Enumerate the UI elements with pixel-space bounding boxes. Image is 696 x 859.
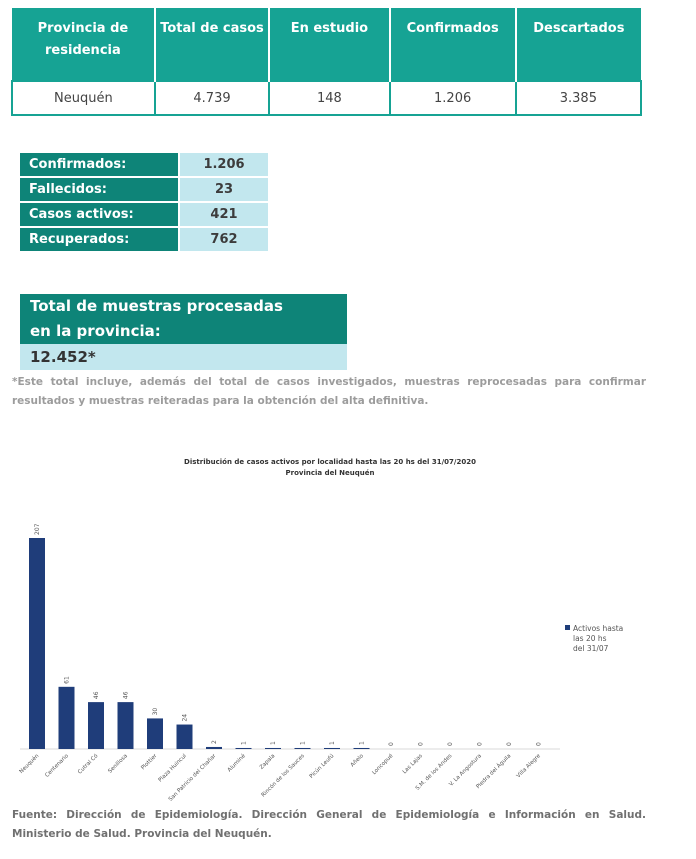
tick-label: Añelo (350, 753, 366, 769)
tick-label: Las Lajas (402, 753, 424, 775)
summary-table: Provincia de residencia Total de casos E… (11, 8, 643, 116)
header-total-casos: Total de casos (154, 8, 271, 81)
cell-total-casos: 4.739 (153, 80, 271, 116)
bar (235, 747, 252, 749)
tick-label: Plottier (140, 753, 159, 772)
data-label: 46 (123, 691, 130, 699)
data-label: 0 (447, 742, 454, 746)
chart-subtitle: Provincia del Neuquén (285, 469, 375, 477)
stat-row: Confirmados: 1.206 (20, 153, 268, 178)
tick-label: Aluminé (226, 752, 247, 773)
tick-label: Loncopué (371, 752, 395, 776)
stat-row: Fallecidos: 23 (20, 177, 268, 203)
tick-label: V. La Angostura (448, 753, 483, 788)
bar (324, 747, 340, 749)
data-label: 1 (329, 741, 336, 745)
samples-note: *Este total incluye, además del total de… (12, 376, 646, 407)
data-label: 24 (182, 714, 189, 722)
samples-value: 12.452* (20, 344, 347, 370)
header-en-estudio: En estudio (269, 8, 391, 81)
bar (206, 746, 222, 749)
tick-label: Villa Alegre (516, 753, 543, 780)
stat-label: Fallecidos: (20, 177, 180, 203)
header-provincia: Provincia de residencia (12, 8, 156, 81)
data-label: 0 (418, 742, 425, 746)
stat-label: Recuperados: (20, 227, 180, 253)
tick-label: San Patricio del Chañar (168, 753, 218, 803)
tick-label: Rincón de los Sauces (260, 752, 306, 798)
summary-header-row: Provincia de residencia Total de casos E… (12, 8, 641, 81)
tick-label: Zapala (259, 753, 277, 771)
tick-label: Picún Leufú (308, 752, 335, 779)
stats-table: Confirmados: 1.206 Fallecidos: 23 Casos … (20, 153, 268, 253)
bar (176, 724, 193, 749)
bar (29, 538, 45, 749)
stat-label: Confirmados: (20, 153, 180, 178)
cell-descartados: 3.385 (514, 80, 643, 116)
data-label: 1 (241, 741, 248, 745)
chart-title: Distribución de casos activos por locali… (184, 458, 476, 466)
tick-label: Centenario (44, 753, 70, 779)
bar (117, 702, 134, 749)
tick-label: S.M. de los Andes (415, 753, 454, 792)
data-label: 0 (506, 742, 513, 746)
header-confirmados: Confirmados (389, 8, 517, 81)
stat-row: Recuperados: 762 (20, 227, 268, 253)
stat-value: 23 (179, 177, 268, 203)
data-label: 2 (211, 740, 218, 744)
data-label: 0 (536, 742, 543, 746)
stat-value: 421 (179, 202, 268, 228)
samples-title-line2: en la provincia: (30, 322, 161, 340)
data-label: 1 (359, 741, 366, 745)
tick-label: Plaza Huincul (158, 753, 189, 784)
data-label: 207 (34, 523, 41, 535)
cell-confirmados: 1.206 (388, 80, 517, 116)
bar (353, 747, 370, 749)
legend-swatch (565, 625, 570, 630)
legend-label: Activos hasta (573, 624, 623, 633)
cell-provincia: Neuquén (11, 80, 156, 116)
stat-value: 1.206 (179, 153, 268, 178)
stat-row: Casos activos: 421 (20, 202, 268, 228)
summary-data-row: Neuquén 4.739 148 1.206 3.385 (11, 80, 643, 116)
source-note: Fuente: Dirección de Epidemiología. Dire… (12, 809, 646, 840)
cell-en-estudio: 148 (268, 80, 391, 116)
bar (294, 747, 311, 749)
legend-label: del 31/07 (573, 644, 609, 653)
samples-title: Total de muestras procesadas en la provi… (20, 294, 347, 344)
data-label: 0 (477, 742, 484, 746)
data-label: 1 (270, 741, 277, 745)
tick-label: Cutral Có (76, 752, 99, 775)
samples-title-line1: Total de muestras procesadas (30, 297, 283, 315)
stat-value: 762 (179, 227, 268, 253)
tick-label: Senillosa (107, 753, 129, 775)
data-label: 1 (300, 741, 307, 745)
data-label: 61 (64, 676, 71, 684)
data-label: 46 (93, 691, 100, 699)
bar (88, 702, 104, 749)
bar (58, 686, 75, 749)
bar (147, 718, 163, 749)
tick-label: Neuquén (18, 752, 41, 775)
header-descartados: Descartados (515, 8, 641, 81)
legend-label: las 20 hs (573, 634, 607, 643)
data-label: 30 (152, 708, 159, 716)
bar (265, 747, 281, 749)
data-label: 0 (388, 742, 395, 746)
stat-label: Casos activos: (20, 202, 180, 228)
tick-label: Piedra del Águila (475, 752, 513, 790)
